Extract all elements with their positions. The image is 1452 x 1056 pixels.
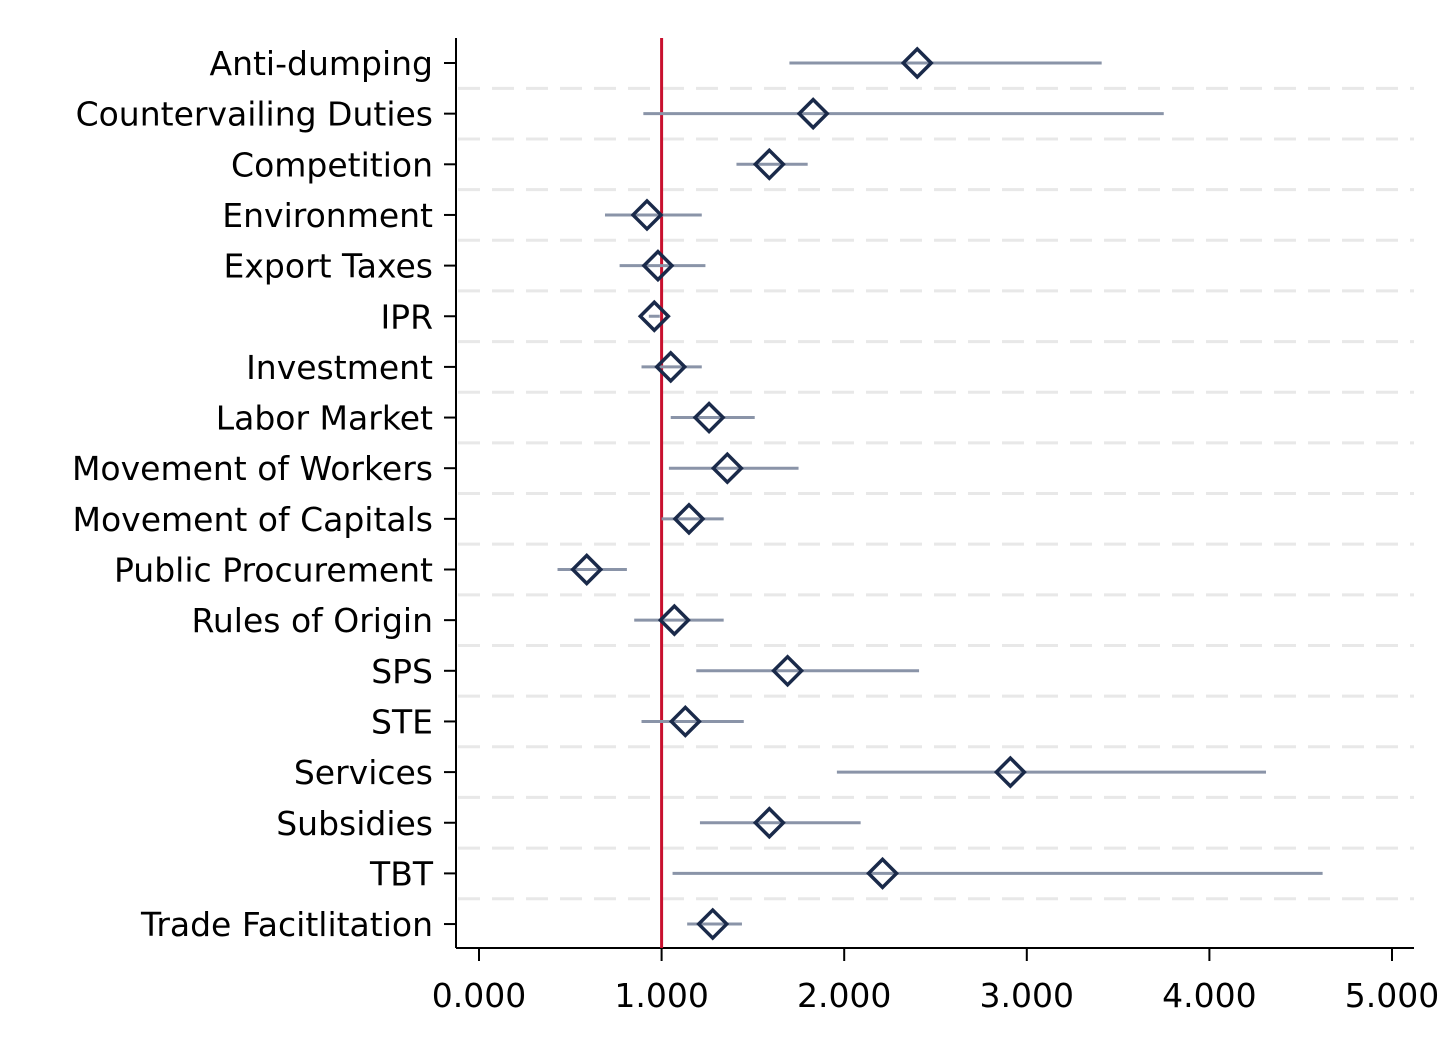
- axes: [444, 38, 1414, 949]
- category-label: Movement of Capitals: [73, 500, 434, 539]
- gridlines: [458, 86, 1414, 901]
- category-label: Countervailing Duties: [76, 95, 433, 134]
- point-estimate-marker: [668, 704, 702, 738]
- confidence-intervals: [557, 61, 1323, 926]
- point-estimate-marker: [752, 147, 786, 181]
- x-axis-ticks: 0.000 1.000 2.000 3.000 4.000 5.000: [432, 948, 1439, 1015]
- category-label: Public Procurement: [114, 551, 433, 590]
- category-label: SPS: [371, 652, 433, 691]
- point-estimate-marker: [866, 856, 900, 890]
- point-estimate-marker: [993, 755, 1027, 789]
- x-tick-label: 2.000: [797, 976, 891, 1015]
- category-label: Rules of Origin: [191, 601, 433, 640]
- category-label: TBT: [369, 854, 434, 893]
- category-label: Labor Market: [216, 399, 433, 438]
- point-estimates: [570, 46, 1027, 941]
- point-estimate-marker: [900, 46, 934, 80]
- x-tick-label: 1.000: [614, 976, 708, 1015]
- category-label: Environment: [222, 196, 433, 235]
- point-estimate-marker: [771, 654, 805, 688]
- category-label: Investment: [246, 348, 433, 387]
- point-estimate-marker: [692, 401, 726, 435]
- point-estimate-marker: [637, 299, 671, 333]
- category-label: Export Taxes: [224, 247, 433, 286]
- point-estimate-marker: [696, 907, 730, 941]
- point-estimate-marker: [657, 603, 691, 637]
- x-tick-label: 3.000: [980, 976, 1074, 1015]
- category-label: Competition: [231, 145, 433, 184]
- x-tick-label: 5.000: [1345, 976, 1439, 1015]
- point-estimate-marker: [752, 806, 786, 840]
- point-estimate-marker: [796, 97, 830, 131]
- point-estimate-marker: [570, 553, 604, 586]
- point-estimate-marker: [672, 502, 706, 536]
- x-tick-label: 0.000: [432, 976, 526, 1015]
- category-label: Services: [294, 753, 433, 792]
- point-estimate-marker: [654, 350, 688, 384]
- category-label: Subsidies: [276, 804, 433, 843]
- point-estimate-marker: [710, 451, 744, 485]
- x-tick-label: 4.000: [1162, 976, 1256, 1015]
- category-label: IPR: [380, 297, 433, 336]
- category-labels: Anti-dumping Countervailing Duties Competi…: [72, 44, 434, 944]
- point-estimate-marker: [641, 249, 675, 283]
- category-label: Trade Facitlitation: [140, 905, 433, 944]
- point-estimate-marker: [630, 198, 664, 232]
- category-label: STE: [371, 702, 433, 741]
- category-label: Movement of Workers: [72, 449, 433, 488]
- category-label: Anti-dumping: [210, 44, 434, 83]
